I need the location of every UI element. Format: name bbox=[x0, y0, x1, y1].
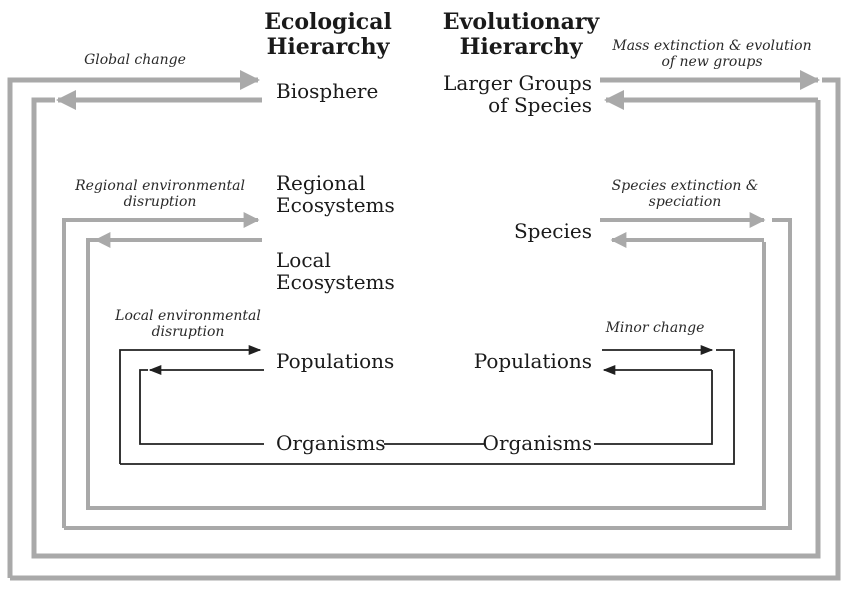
regional-return-line bbox=[64, 218, 792, 530]
local-disruption-label: Local environmental disruption bbox=[115, 308, 261, 340]
ecological-organisms-label: Organisms bbox=[276, 431, 386, 455]
ecological-populations-label: Populations bbox=[276, 349, 395, 373]
species-extinction-label: Species extinction & speciation bbox=[611, 178, 759, 210]
regional-disruption-arrow bbox=[62, 212, 260, 528]
inner-thin-return-line bbox=[594, 370, 713, 445]
evolutionary-organisms-label: Organisms bbox=[482, 431, 592, 455]
mass-extinction-label: Mass extinction & evolution of new group… bbox=[612, 38, 812, 70]
ecological-hierarchy-header: Ecological Hierarchy bbox=[264, 9, 392, 60]
inner-thin-left-line bbox=[139, 369, 264, 445]
outer-thin-return-line bbox=[120, 349, 735, 465]
evolutionary-hierarchy-header: Evolutionary Hierarchy bbox=[442, 9, 600, 60]
local-ecosystems-label: Local Ecosystems bbox=[276, 248, 395, 294]
global-change-arrow bbox=[7, 70, 260, 578]
biosphere-return-arrow bbox=[31, 97, 821, 559]
regional-disruption-label: Regional environmental disruption bbox=[75, 178, 245, 210]
global-change-label: Global change bbox=[84, 52, 186, 68]
minor-change-label: Minor change bbox=[605, 320, 705, 336]
larger-groups-label: Larger Groups of Species bbox=[443, 71, 592, 117]
biosphere-label: Biosphere bbox=[276, 79, 379, 103]
local-ecosystem-return-line bbox=[86, 238, 766, 510]
evolutionary-populations-label: Populations bbox=[473, 349, 592, 373]
local-disruption-arrow bbox=[119, 344, 262, 464]
outer-return-line bbox=[10, 77, 841, 581]
species-label: Species bbox=[513, 219, 592, 243]
regional-ecosystems-label: Regional Ecosystems bbox=[276, 171, 395, 217]
